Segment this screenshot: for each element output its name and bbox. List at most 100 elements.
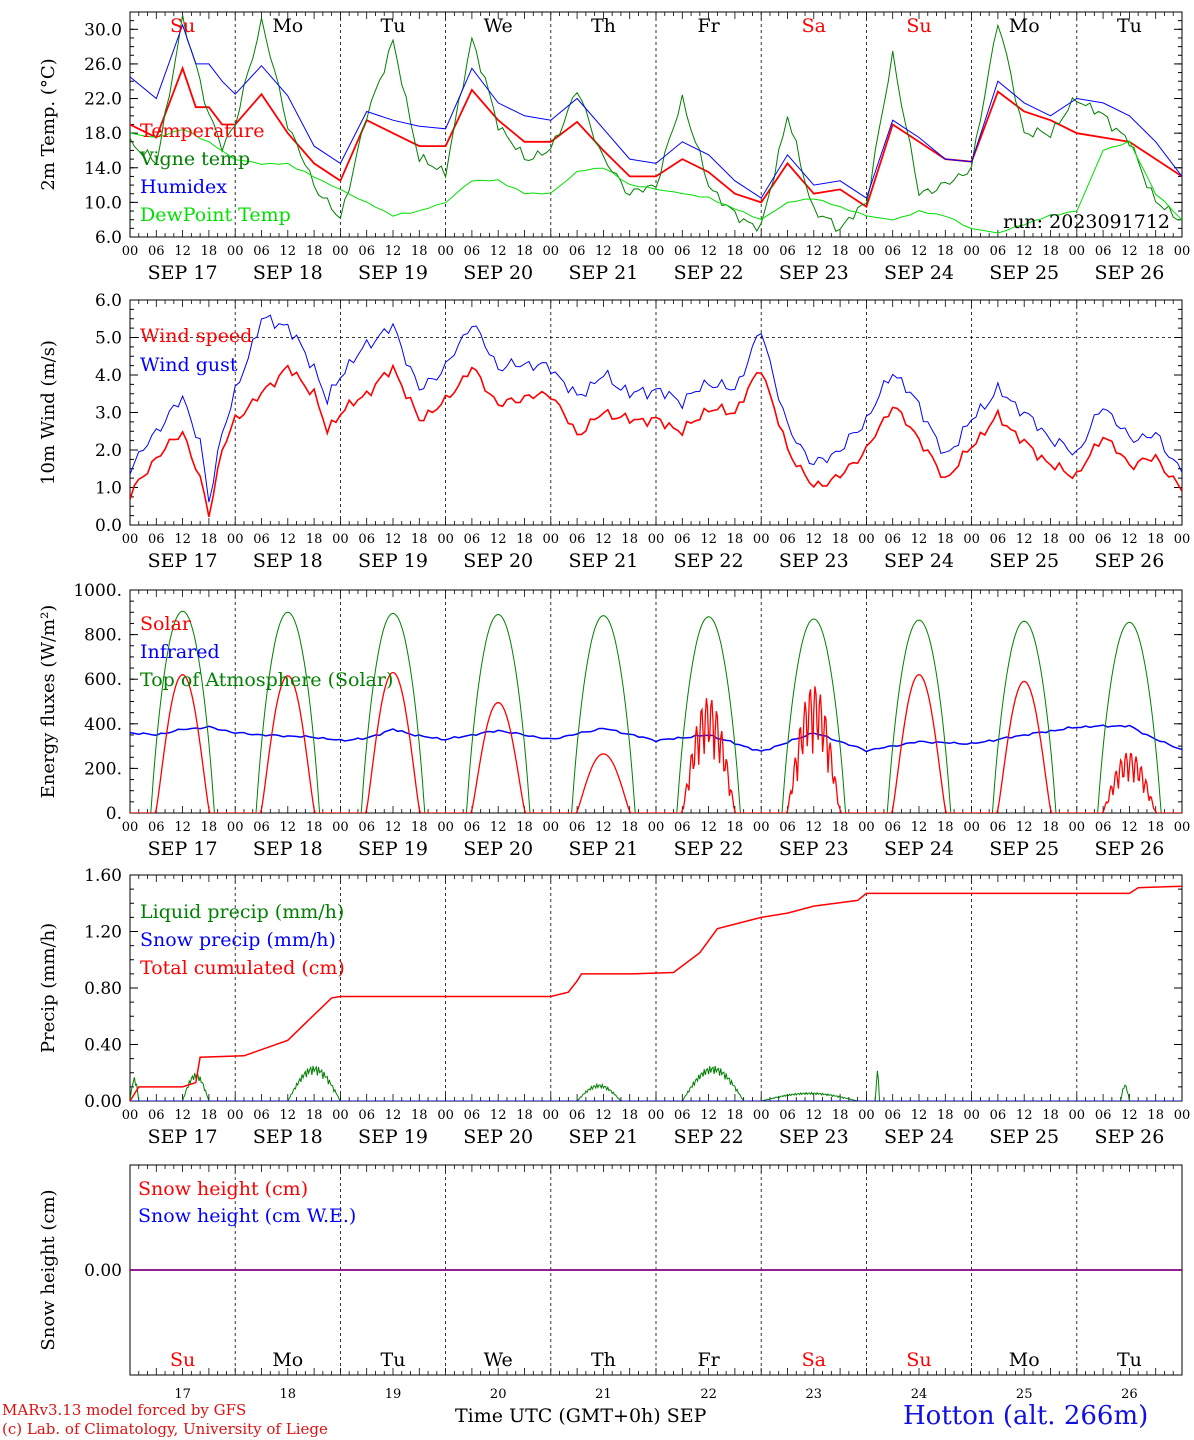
hour-tick-label: 00 xyxy=(963,532,980,547)
y-axis-label: Energy fluxes (W/m²) xyxy=(38,605,59,799)
y-tick-label: 0.00 xyxy=(84,1261,122,1281)
hour-tick-label: 18 xyxy=(621,244,638,259)
hour-tick-label: 12 xyxy=(280,532,297,547)
hour-tick-label: 18 xyxy=(411,244,428,259)
hour-tick-label: 18 xyxy=(411,820,428,835)
day-number-label: 20 xyxy=(490,1387,507,1402)
hour-tick-label: 18 xyxy=(621,820,638,835)
y-tick-label: 4.0 xyxy=(95,366,122,386)
hour-tick-label: 06 xyxy=(358,532,375,547)
series-line xyxy=(971,680,1077,813)
station-name: Hotton (alt. 266m) xyxy=(903,1401,1149,1431)
y-tick-label: 5.0 xyxy=(95,329,122,349)
snow-panel: 0.00 Snow height (cm) Su 17 Mo 18 Tu 19 We 20 Th 21… xyxy=(38,1164,1183,1402)
day-name-label: We xyxy=(484,15,513,37)
legend-entry: Snow height (cm W.E.) xyxy=(138,1205,356,1227)
y-axis-label: Snow height (cm) xyxy=(38,1189,59,1350)
hour-tick-label: 00 xyxy=(437,244,454,259)
hour-tick-label: 06 xyxy=(253,244,270,259)
hour-tick-label: 00 xyxy=(332,1108,349,1123)
hour-tick-label: 18 xyxy=(411,1108,428,1123)
date-label: SEP 23 xyxy=(779,838,849,860)
hour-tick-label: 00 xyxy=(648,1108,665,1123)
day-number-label: 21 xyxy=(595,1387,612,1402)
hour-tick-label: 18 xyxy=(727,532,744,547)
hour-tick-label: 06 xyxy=(358,244,375,259)
hour-tick-label: 06 xyxy=(148,244,165,259)
date-label: SEP 18 xyxy=(253,838,323,860)
date-label: SEP 19 xyxy=(358,550,428,572)
date-label: SEP 23 xyxy=(779,550,849,572)
day-number-label: 24 xyxy=(911,1387,928,1402)
hour-tick-label: 12 xyxy=(911,244,928,259)
series-line xyxy=(130,885,1182,1101)
hour-tick-label: 00 xyxy=(858,244,875,259)
hour-tick-label: 06 xyxy=(1095,532,1112,547)
date-label: SEP 26 xyxy=(1094,550,1164,572)
day-name-label: Sa xyxy=(802,15,826,37)
series-line xyxy=(656,698,762,813)
y-tick-label: 22.0 xyxy=(84,90,122,110)
hour-tick-label: 12 xyxy=(174,532,191,547)
hour-tick-label: 18 xyxy=(516,1108,533,1123)
hour-tick-label: 00 xyxy=(963,1108,980,1123)
series-line xyxy=(130,724,1182,753)
date-label: SEP 20 xyxy=(463,838,533,860)
hour-tick-label: 18 xyxy=(832,532,849,547)
series-line xyxy=(130,23,1182,199)
wind-panel: 0.0 1.0 2.0 3.0 4.0 5.0 6.0 10m Wind (m/s) 00 06 1… xyxy=(38,291,1190,572)
hour-tick-label: 00 xyxy=(122,1108,139,1123)
hour-tick-label: 12 xyxy=(174,820,191,835)
series-line xyxy=(130,65,1182,209)
hour-tick-label: 00 xyxy=(543,1108,560,1123)
day-name-label: Mo xyxy=(272,15,303,37)
hour-tick-label: 00 xyxy=(227,532,244,547)
hour-tick-label: 06 xyxy=(148,1108,165,1123)
day-name-label: Tu xyxy=(1117,15,1142,37)
hour-tick-label: 12 xyxy=(700,1108,717,1123)
series-line xyxy=(656,616,762,813)
hour-tick-label: 00 xyxy=(1069,532,1086,547)
date-label: SEP 21 xyxy=(568,838,638,860)
y-tick-label: 2.0 xyxy=(95,441,122,461)
hour-tick-label: 18 xyxy=(727,820,744,835)
hour-tick-label: 12 xyxy=(385,532,402,547)
day-name-label: Mo xyxy=(272,1349,303,1371)
day-name-label: Th xyxy=(591,15,616,37)
date-label: SEP 17 xyxy=(148,1126,218,1148)
hour-tick-label: 06 xyxy=(569,532,586,547)
hour-tick-label: 18 xyxy=(832,1108,849,1123)
hour-tick-label: 00 xyxy=(437,532,454,547)
hour-tick-label: 18 xyxy=(727,1108,744,1123)
hour-tick-label: 12 xyxy=(595,820,612,835)
hour-tick-label: 12 xyxy=(1121,532,1138,547)
hour-tick-label: 00 xyxy=(753,1108,770,1123)
day-name-label: Th xyxy=(591,1349,616,1371)
hour-tick-label: 06 xyxy=(569,820,586,835)
hour-tick-label: 00 xyxy=(227,1108,244,1123)
hour-tick-label: 06 xyxy=(464,1108,481,1123)
hour-tick-label: 06 xyxy=(674,1108,691,1123)
date-label: SEP 25 xyxy=(989,1126,1059,1148)
hour-tick-label: 00 xyxy=(1174,1108,1191,1123)
hour-tick-label: 00 xyxy=(332,820,349,835)
plot-area xyxy=(130,885,1182,1101)
day-name-label: Fr xyxy=(697,1349,720,1371)
y-tick-label: 200. xyxy=(84,759,122,779)
day-name-label: Mo xyxy=(1009,1349,1040,1371)
hour-tick-label: 06 xyxy=(779,820,796,835)
date-label: SEP 25 xyxy=(989,262,1059,284)
hour-tick-label: 06 xyxy=(1095,1108,1112,1123)
hour-tick-label: 18 xyxy=(832,820,849,835)
hour-tick-label: 06 xyxy=(253,820,270,835)
series-line xyxy=(130,610,236,813)
date-label: SEP 24 xyxy=(884,1126,954,1148)
temperature-panel: 6.0 10.0 14.0 18.0 22.0 26.0 30.0 2m Temp. (°C)… xyxy=(38,11,1190,284)
hour-tick-label: 00 xyxy=(963,244,980,259)
hour-tick-label: 18 xyxy=(411,532,428,547)
hour-tick-label: 12 xyxy=(806,1108,823,1123)
hour-tick-label: 18 xyxy=(201,1108,218,1123)
y-tick-label: 26.0 xyxy=(84,55,122,75)
date-label: SEP 17 xyxy=(148,550,218,572)
hour-tick-label: 12 xyxy=(806,244,823,259)
